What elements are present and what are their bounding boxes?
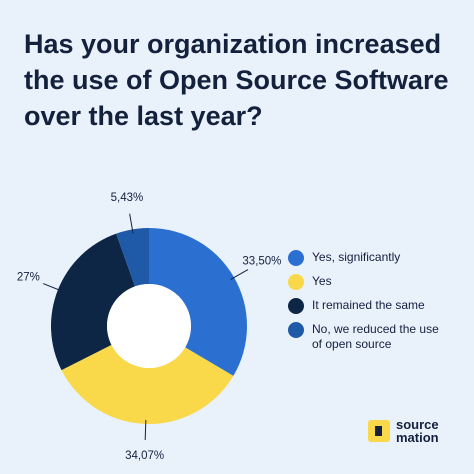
logo: source mation: [368, 418, 439, 444]
logo-mark: [368, 420, 390, 442]
legend-label: Yes: [312, 274, 332, 288]
legend-swatch: [288, 274, 304, 290]
data-label: 33,50%: [242, 256, 281, 268]
logo-line: source: [396, 417, 439, 432]
chart-title: Has your organization increased the use …: [24, 29, 449, 131]
slice: [50, 233, 135, 371]
logo-line: mation: [396, 430, 439, 445]
leader-line: [43, 283, 62, 292]
legend-item: Yes, significantly: [288, 250, 448, 266]
legend-swatch: [288, 250, 304, 266]
leader-line: [230, 269, 249, 280]
data-label: 5,43%: [111, 192, 144, 204]
legend-swatch: [288, 298, 304, 314]
leader-line: [144, 419, 147, 440]
data-label: 34,07%: [125, 450, 164, 462]
legend-swatch: [288, 322, 304, 338]
donut-hole: [107, 284, 191, 368]
data-label: 27%: [17, 272, 40, 284]
slice: [149, 228, 247, 376]
slice: [116, 228, 149, 287]
legend-item: No, we reduced the use of open source: [288, 322, 448, 352]
legend-label: It remained the same: [312, 298, 425, 312]
legend-item: It remained the same: [288, 298, 448, 314]
leader-line: [129, 213, 134, 234]
legend: Yes, significantly Yes It remained the sam…: [288, 250, 448, 361]
legend-label: Yes, significantly: [312, 250, 401, 264]
logo-text: source mation: [396, 418, 439, 444]
legend-label: No, we reduced the use of open source: [312, 322, 439, 351]
legend-item: Yes: [288, 274, 448, 290]
slice: [61, 344, 234, 424]
